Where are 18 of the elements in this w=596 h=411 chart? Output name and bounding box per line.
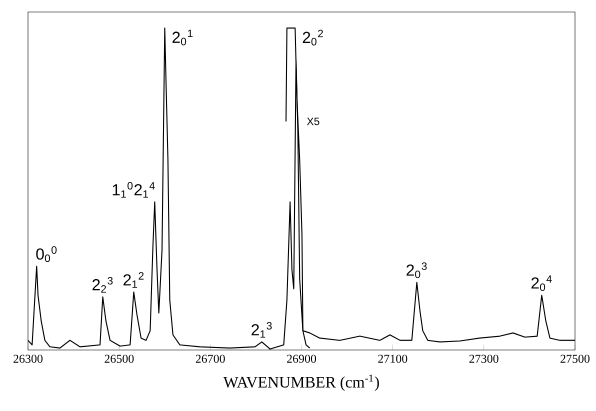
x-tick-label: 26900 (287, 354, 316, 363)
annotation: 1$_{1}$$^{0}$2$_{1}$4 (112, 182, 155, 198)
x-tick-label: 27300 (469, 354, 498, 363)
series-label: X5 (306, 118, 320, 126)
x-tick-label: 26700 (196, 354, 225, 363)
annotation: 2$_{2}$3 (92, 276, 113, 293)
annotation: 2$_{0}$1 (172, 30, 193, 46)
annotation: 2$_{0}$2 (302, 30, 323, 46)
annotation: 2$_{1}$3 (252, 322, 272, 338)
x-axis-title: WAVENUMBER (cm$^{-1}$) (223, 374, 379, 391)
annotation: 2$_{1}$2 (124, 272, 144, 288)
x-tick-label: 26500 (104, 354, 134, 363)
x-tick-label: 27500 (560, 354, 590, 363)
annotation: 0$_{0}$0 (36, 246, 57, 262)
x-tick-label: 26300 (14, 354, 43, 363)
annotation: 2$_{0}$4 (531, 275, 552, 292)
x-tick-label: 27100 (378, 354, 408, 363)
annotation: 2$_{0}$3 (406, 262, 427, 278)
